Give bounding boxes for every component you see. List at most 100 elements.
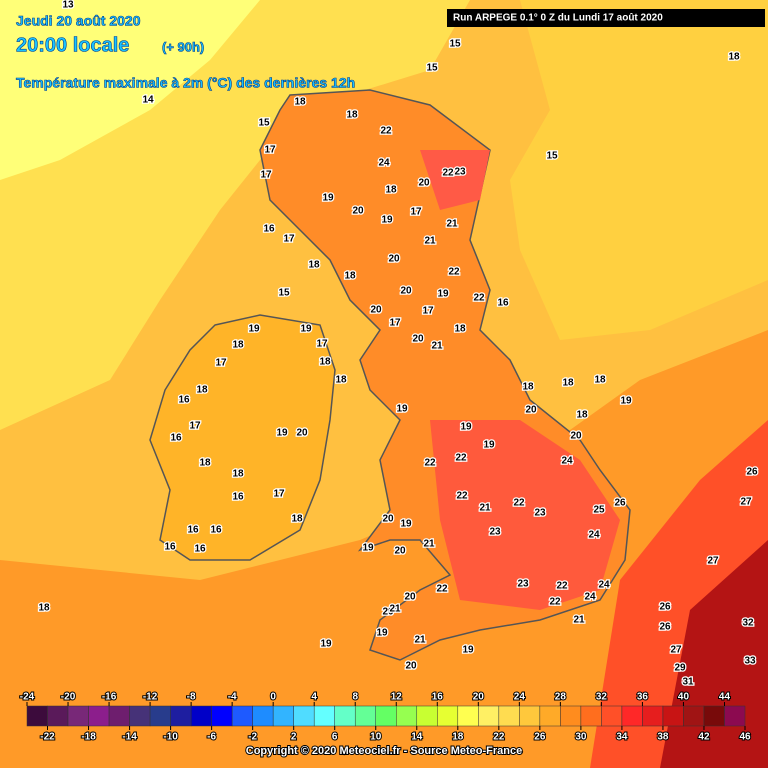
temperature-label: 19	[620, 396, 632, 407]
legend-tick-label: 46	[739, 732, 751, 743]
forecast-lead: (+ 90h)	[162, 39, 204, 54]
temperature-label: 16	[263, 224, 275, 235]
legend-tick-label: -14	[122, 732, 137, 743]
temperature-label: 20	[388, 254, 400, 265]
temperature-label: 20	[418, 178, 430, 189]
legend-swatch	[375, 705, 397, 727]
temperature-label: 15	[278, 288, 290, 299]
legend-swatch	[47, 705, 69, 727]
legend-tick-label: 40	[678, 692, 690, 703]
legend-tick-label: 4	[311, 692, 317, 703]
legend-tick-label: 36	[637, 692, 649, 703]
legend-tick-label: 18	[452, 732, 464, 743]
temperature-label: 18	[454, 324, 466, 335]
legend-swatch	[26, 705, 48, 727]
temperature-label: 22	[436, 584, 448, 595]
variable-title: Température maximale à 2m (°C) des derni…	[16, 75, 355, 91]
temperature-label: 20	[404, 592, 416, 603]
temperature-label: 19	[376, 628, 388, 639]
legend-swatch	[190, 705, 212, 727]
legend-tick-label: 44	[719, 692, 731, 703]
legend-tick-label: -2	[248, 732, 257, 743]
temperature-label: 21	[414, 635, 426, 646]
temperature-label: 17	[260, 170, 272, 181]
legend-swatch	[354, 705, 376, 727]
temperature-label: 23	[534, 508, 546, 519]
temperature-label: 22	[442, 168, 454, 179]
temperature-label: 22	[455, 453, 467, 464]
temperature-label: 20	[400, 286, 412, 297]
temperature-label: 26	[659, 622, 671, 633]
legend-swatch	[498, 705, 520, 727]
legend-swatch	[519, 705, 541, 727]
legend-swatch	[662, 705, 684, 727]
temperature-label: 20	[405, 661, 417, 672]
temperature-label: 20	[352, 206, 364, 217]
legend-swatch	[580, 705, 602, 727]
legend-tick-label: 30	[575, 732, 587, 743]
temperature-label: 31	[682, 677, 694, 688]
temperature-label: 17	[316, 339, 328, 350]
temperature-label: 18	[291, 514, 303, 525]
forecast-date: Jeudi 20 août 2020	[16, 13, 141, 29]
legend-swatch	[642, 705, 664, 727]
temperature-label: 24	[598, 580, 610, 591]
temperature-label: 22	[456, 491, 468, 502]
legend-tick-label: 32	[596, 692, 608, 703]
temperature-label: 17	[264, 145, 276, 156]
temperature-label: 20	[296, 428, 308, 439]
temperature-label: 18	[232, 469, 244, 480]
temperature-label: 27	[740, 497, 752, 508]
temperature-label: 18	[308, 260, 320, 271]
temperature-label: 22	[380, 126, 392, 137]
temperature-label: 18	[562, 378, 574, 389]
temperature-label: 21	[431, 341, 443, 352]
temperature-label: 19	[460, 422, 472, 433]
legend-swatch	[313, 705, 335, 727]
legend-swatch	[457, 705, 479, 727]
temperature-label: 27	[670, 645, 682, 656]
temperature-label: 20	[370, 305, 382, 316]
temperature-label: 20	[570, 431, 582, 442]
temperature-label: 18	[346, 110, 358, 121]
temperature-label: 19	[396, 404, 408, 415]
legend-tick-label: 12	[391, 692, 403, 703]
legend-tick-label: 42	[698, 732, 710, 743]
legend-swatch	[272, 705, 294, 727]
temperature-label: 18	[319, 357, 331, 368]
temperature-label: 19	[320, 639, 332, 650]
temperature-label: 17	[273, 489, 285, 500]
temperature-label: 17	[410, 207, 422, 218]
run-box	[447, 9, 765, 27]
legend-tick-label: 20	[473, 692, 485, 703]
temperature-label: 18	[576, 410, 588, 421]
temperature-label: 17	[189, 421, 201, 432]
temperature-label: 20	[382, 514, 394, 525]
temperature-label: 19	[362, 543, 374, 554]
legend-tick-label: 22	[493, 732, 505, 743]
legend-tick-label: 28	[555, 692, 567, 703]
temperature-label: 21	[479, 503, 491, 514]
temperature-label: 23	[489, 527, 501, 538]
legend-swatch	[170, 705, 192, 727]
temperature-label: 22	[549, 597, 561, 608]
temperature-label: 17	[283, 234, 295, 245]
legend-swatch	[231, 705, 253, 727]
copyright: Copyright © 2020 Meteociel.fr - Source M…	[246, 745, 522, 757]
temperature-label: 19	[322, 193, 334, 204]
legend-swatch	[129, 705, 151, 727]
legend-tick-label: -22	[40, 732, 55, 743]
legend-tick-label: -6	[207, 732, 216, 743]
temperature-label: 15	[258, 118, 270, 129]
legend-tick-label: 8	[352, 692, 358, 703]
temperature-label: 17	[389, 318, 401, 329]
legend-swatch	[601, 705, 623, 727]
temperature-label: 16	[232, 492, 244, 503]
temperature-label: 18	[522, 382, 534, 393]
temperature-label: 16	[178, 395, 190, 406]
temperature-label: 23	[454, 167, 466, 178]
legend-tick-label: 14	[411, 732, 423, 743]
temperature-label: 22	[448, 267, 460, 278]
temperature-label: 18	[38, 603, 50, 614]
temperature-label: 19	[248, 324, 260, 335]
